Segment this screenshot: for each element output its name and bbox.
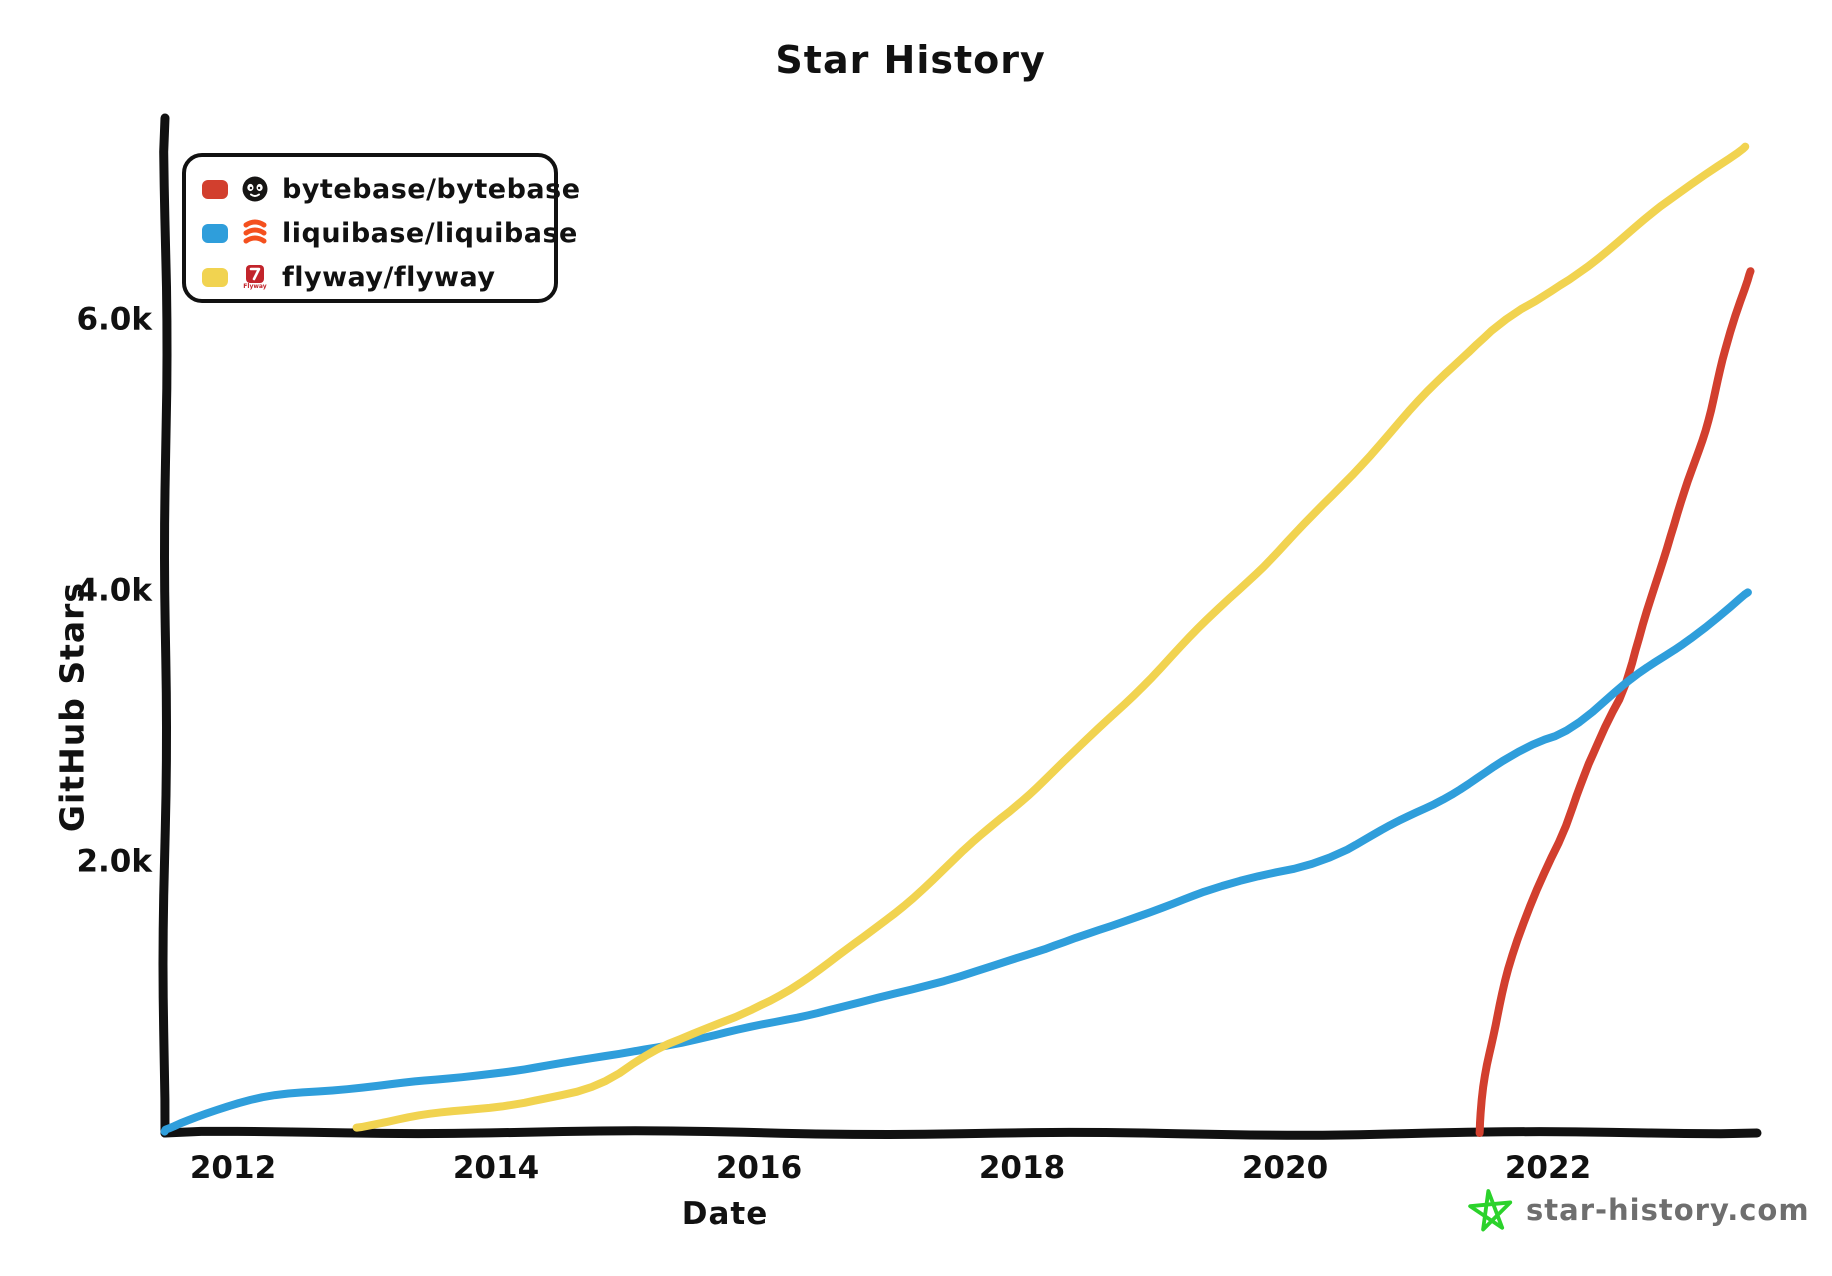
legend-row-bytebase: bytebase/bytebase bbox=[202, 167, 580, 211]
watermark: star-history.com bbox=[1468, 1186, 1810, 1234]
legend: bytebase/bytebase liquibase/liquibase bbox=[182, 153, 580, 303]
x-tick-2020: 2020 bbox=[1241, 1150, 1329, 1186]
bytebase-logo-icon bbox=[240, 173, 270, 205]
x-tick-2022: 2022 bbox=[1504, 1150, 1592, 1186]
x-tick-2018: 2018 bbox=[978, 1150, 1066, 1186]
flyway-series-swatch bbox=[202, 267, 228, 287]
chart-title: Star History bbox=[775, 38, 1046, 82]
x-axis-line bbox=[160, 1126, 1762, 1140]
y-axis-label: GitHub Stars bbox=[52, 581, 92, 833]
x-tick-2014: 2014 bbox=[452, 1150, 540, 1186]
x-tick-2012: 2012 bbox=[189, 1150, 277, 1186]
legend-label: bytebase/bytebase bbox=[282, 173, 581, 205]
liquibase-series-swatch bbox=[202, 223, 228, 243]
legend-row-flyway: Flyway flyway/flyway bbox=[202, 255, 554, 299]
flyway-wordmark: Flyway bbox=[243, 283, 267, 290]
y-tick-2.0k: 2.0k bbox=[76, 843, 152, 880]
star-icon bbox=[1468, 1189, 1513, 1232]
bytebase-series-swatch bbox=[202, 179, 228, 199]
x-tick-2016: 2016 bbox=[715, 1150, 803, 1186]
y-tick-6.0k: 6.0k bbox=[76, 301, 152, 338]
legend-label: liquibase/liquibase bbox=[282, 217, 578, 249]
y-axis-line bbox=[158, 113, 172, 1138]
series-line-flyway bbox=[352, 142, 1750, 1132]
flyway-logo-icon: Flyway bbox=[240, 261, 270, 293]
y-tick-4.0k: 4.0k bbox=[76, 572, 152, 609]
legend-row-liquibase: liquibase/liquibase bbox=[202, 211, 577, 255]
series-line-liquibase bbox=[160, 588, 1752, 1136]
series-line-bytebase bbox=[1475, 267, 1755, 1137]
legend-label: flyway/flyway bbox=[282, 261, 496, 293]
liquibase-logo-icon bbox=[240, 217, 270, 249]
watermark-text: star-history.com bbox=[1526, 1193, 1810, 1227]
x-axis-label: Date bbox=[681, 1196, 769, 1232]
